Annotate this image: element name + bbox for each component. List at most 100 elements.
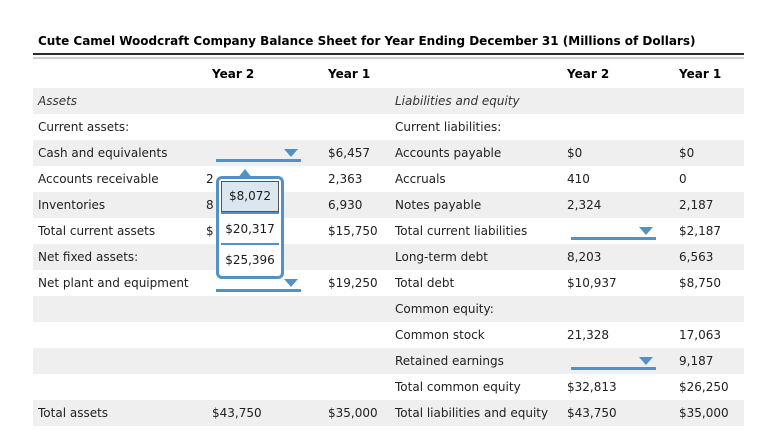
table-row: Current assets: Current liabilities:: [33, 114, 744, 140]
value-cell: 6,930: [326, 192, 393, 218]
value-cell: 8,203: [565, 244, 677, 270]
dropdown-option[interactable]: $8,072: [221, 181, 279, 212]
empty-cell: [326, 374, 393, 400]
empty-cell: [33, 322, 210, 348]
value-cell: 0: [679, 172, 687, 186]
row-label-accounts-receivable: Accounts receivable: [38, 172, 159, 186]
empty-cell: [565, 296, 677, 322]
dropdown-option[interactable]: $20,317: [221, 212, 279, 243]
value-cell: 17,063: [679, 328, 721, 342]
empty-cell: [326, 296, 393, 322]
column-header-year-1: Year 1: [677, 59, 744, 88]
chevron-down-icon: [284, 279, 298, 287]
dropdown-net-plant-and-equipment[interactable]: [216, 274, 301, 292]
empty-cell: [326, 348, 393, 374]
dropdown-retained-earnings[interactable]: [571, 352, 656, 370]
row-label-liabilities-and-equity: Liabilities and equity: [393, 88, 565, 114]
table-row: Net fixed assets: Long-term debt 8,203 6,56…: [33, 244, 744, 270]
chevron-down-icon: [639, 357, 653, 365]
value-cell: 21,328: [567, 328, 609, 342]
empty-cell: [326, 244, 393, 270]
table-row: Assets Liabilities and equity: [33, 88, 744, 114]
row-label-assets: Assets: [33, 88, 210, 114]
value-cell: $35,000: [326, 400, 393, 426]
empty-cell: [210, 374, 326, 400]
empty-cell: [33, 348, 210, 374]
value-cell: $43,750: [565, 400, 677, 426]
occluded-value-fragment: 2: [206, 172, 214, 186]
row-label-notes-payable: Notes payable: [393, 192, 565, 218]
empty-cell: [326, 88, 393, 114]
empty-cell: [565, 114, 677, 140]
row-label-total-liabilities-and-equity: Total liabilities and equity: [393, 400, 565, 426]
table-body: Assets Liabilities and equity Current asse…: [33, 88, 744, 426]
dropdown-cell: [565, 348, 677, 374]
occluded-value-fragment: $: [206, 224, 214, 238]
empty-cell: [33, 374, 210, 400]
value-cell: 9,187: [677, 348, 744, 374]
dropdown-popup: $8,072 $20,317 $25,396: [216, 169, 284, 279]
value-cell: $8,750: [679, 276, 721, 290]
value-cell: 2,324: [565, 192, 677, 218]
value-cell: $0: [677, 140, 744, 166]
empty-cell: [210, 88, 326, 114]
value-cell: $35,000: [677, 400, 744, 426]
table-row: Total common equity $32,813 $26,250: [33, 374, 744, 400]
table-row: Common equity:: [33, 296, 744, 322]
value-cell: 6,563: [677, 244, 744, 270]
value-cell: $10,937: [567, 276, 617, 290]
empty-cell: [565, 88, 677, 114]
dropdown-cell: [210, 270, 326, 296]
empty-cell: [210, 114, 326, 140]
value-cell: 2,187: [677, 192, 744, 218]
empty-cell: [210, 348, 326, 374]
header-row: Year 2 Year 1 Year 2 Year 1: [33, 59, 744, 88]
occluded-value-fragment: 8: [206, 198, 214, 212]
table-row: Accounts receivable 2 2,363 Accruals 410 0: [33, 166, 744, 192]
row-label-common-equity: Common equity:: [393, 296, 565, 322]
value-cell: 2,363: [328, 172, 363, 186]
empty-cell: [210, 322, 326, 348]
popup-caret-icon: [237, 169, 253, 179]
dropdown-cash-and-equivalents[interactable]: [216, 144, 301, 162]
row-label-accounts-payable: Accounts payable: [393, 140, 565, 166]
row-label-cash-and-equivalents: Cash and equivalents: [33, 140, 210, 166]
row-label-net-fixed-assets: Net fixed assets:: [33, 244, 210, 270]
table-row: Inventories 8 6,930 Notes payable 2,324 2,187: [33, 192, 744, 218]
sheet-title: Cute Camel Woodcraft Company Balance She…: [38, 34, 696, 48]
column-spacer: [393, 59, 565, 88]
column-header-year-1: Year 1: [326, 59, 393, 88]
dropdown-cell: [565, 218, 677, 244]
empty-cell: [210, 296, 326, 322]
row-label-long-term-debt: Long-term debt: [393, 244, 565, 270]
row-label-current-assets: Current assets:: [38, 120, 130, 134]
value-cell: $0: [565, 140, 677, 166]
table-row: Net plant and equipment $19,250 Total debt…: [33, 270, 744, 296]
value-cell: 410: [567, 172, 590, 186]
dropdown-option[interactable]: $25,396: [221, 243, 279, 274]
row-label-accruals: Accruals: [395, 172, 446, 186]
table-row: Total current assets $ $15,750 Total curren…: [33, 218, 744, 244]
column-spacer: [33, 59, 210, 88]
row-label-total-current-liabilities: Total current liabilities: [395, 224, 528, 238]
row-label-inventories: Inventories: [33, 192, 210, 218]
value-cell: $15,750: [328, 224, 378, 238]
value-cell: $6,457: [326, 140, 393, 166]
dropdown-cell: [210, 140, 326, 166]
value-cell: $2,187: [679, 224, 721, 238]
table-row: Cash and equivalents $6,457 Accounts payab…: [33, 140, 744, 166]
empty-cell: [326, 322, 393, 348]
value-cell: $26,250: [679, 380, 729, 394]
empty-cell: [677, 88, 744, 114]
value-cell: 2: [206, 166, 326, 192]
column-header-year-2: Year 2: [565, 59, 677, 88]
row-label-retained-earnings: Retained earnings: [393, 348, 565, 374]
empty-cell: [33, 296, 210, 322]
empty-cell: [677, 296, 744, 322]
dropdown-total-current-liabilities[interactable]: [571, 222, 656, 240]
row-label-total-common-equity: Total common equity: [395, 380, 521, 394]
value-cell: $43,750: [210, 400, 326, 426]
row-label-common-stock: Common stock: [395, 328, 485, 342]
empty-cell: [326, 114, 393, 140]
table-row: Retained earnings 9,187: [33, 348, 744, 374]
